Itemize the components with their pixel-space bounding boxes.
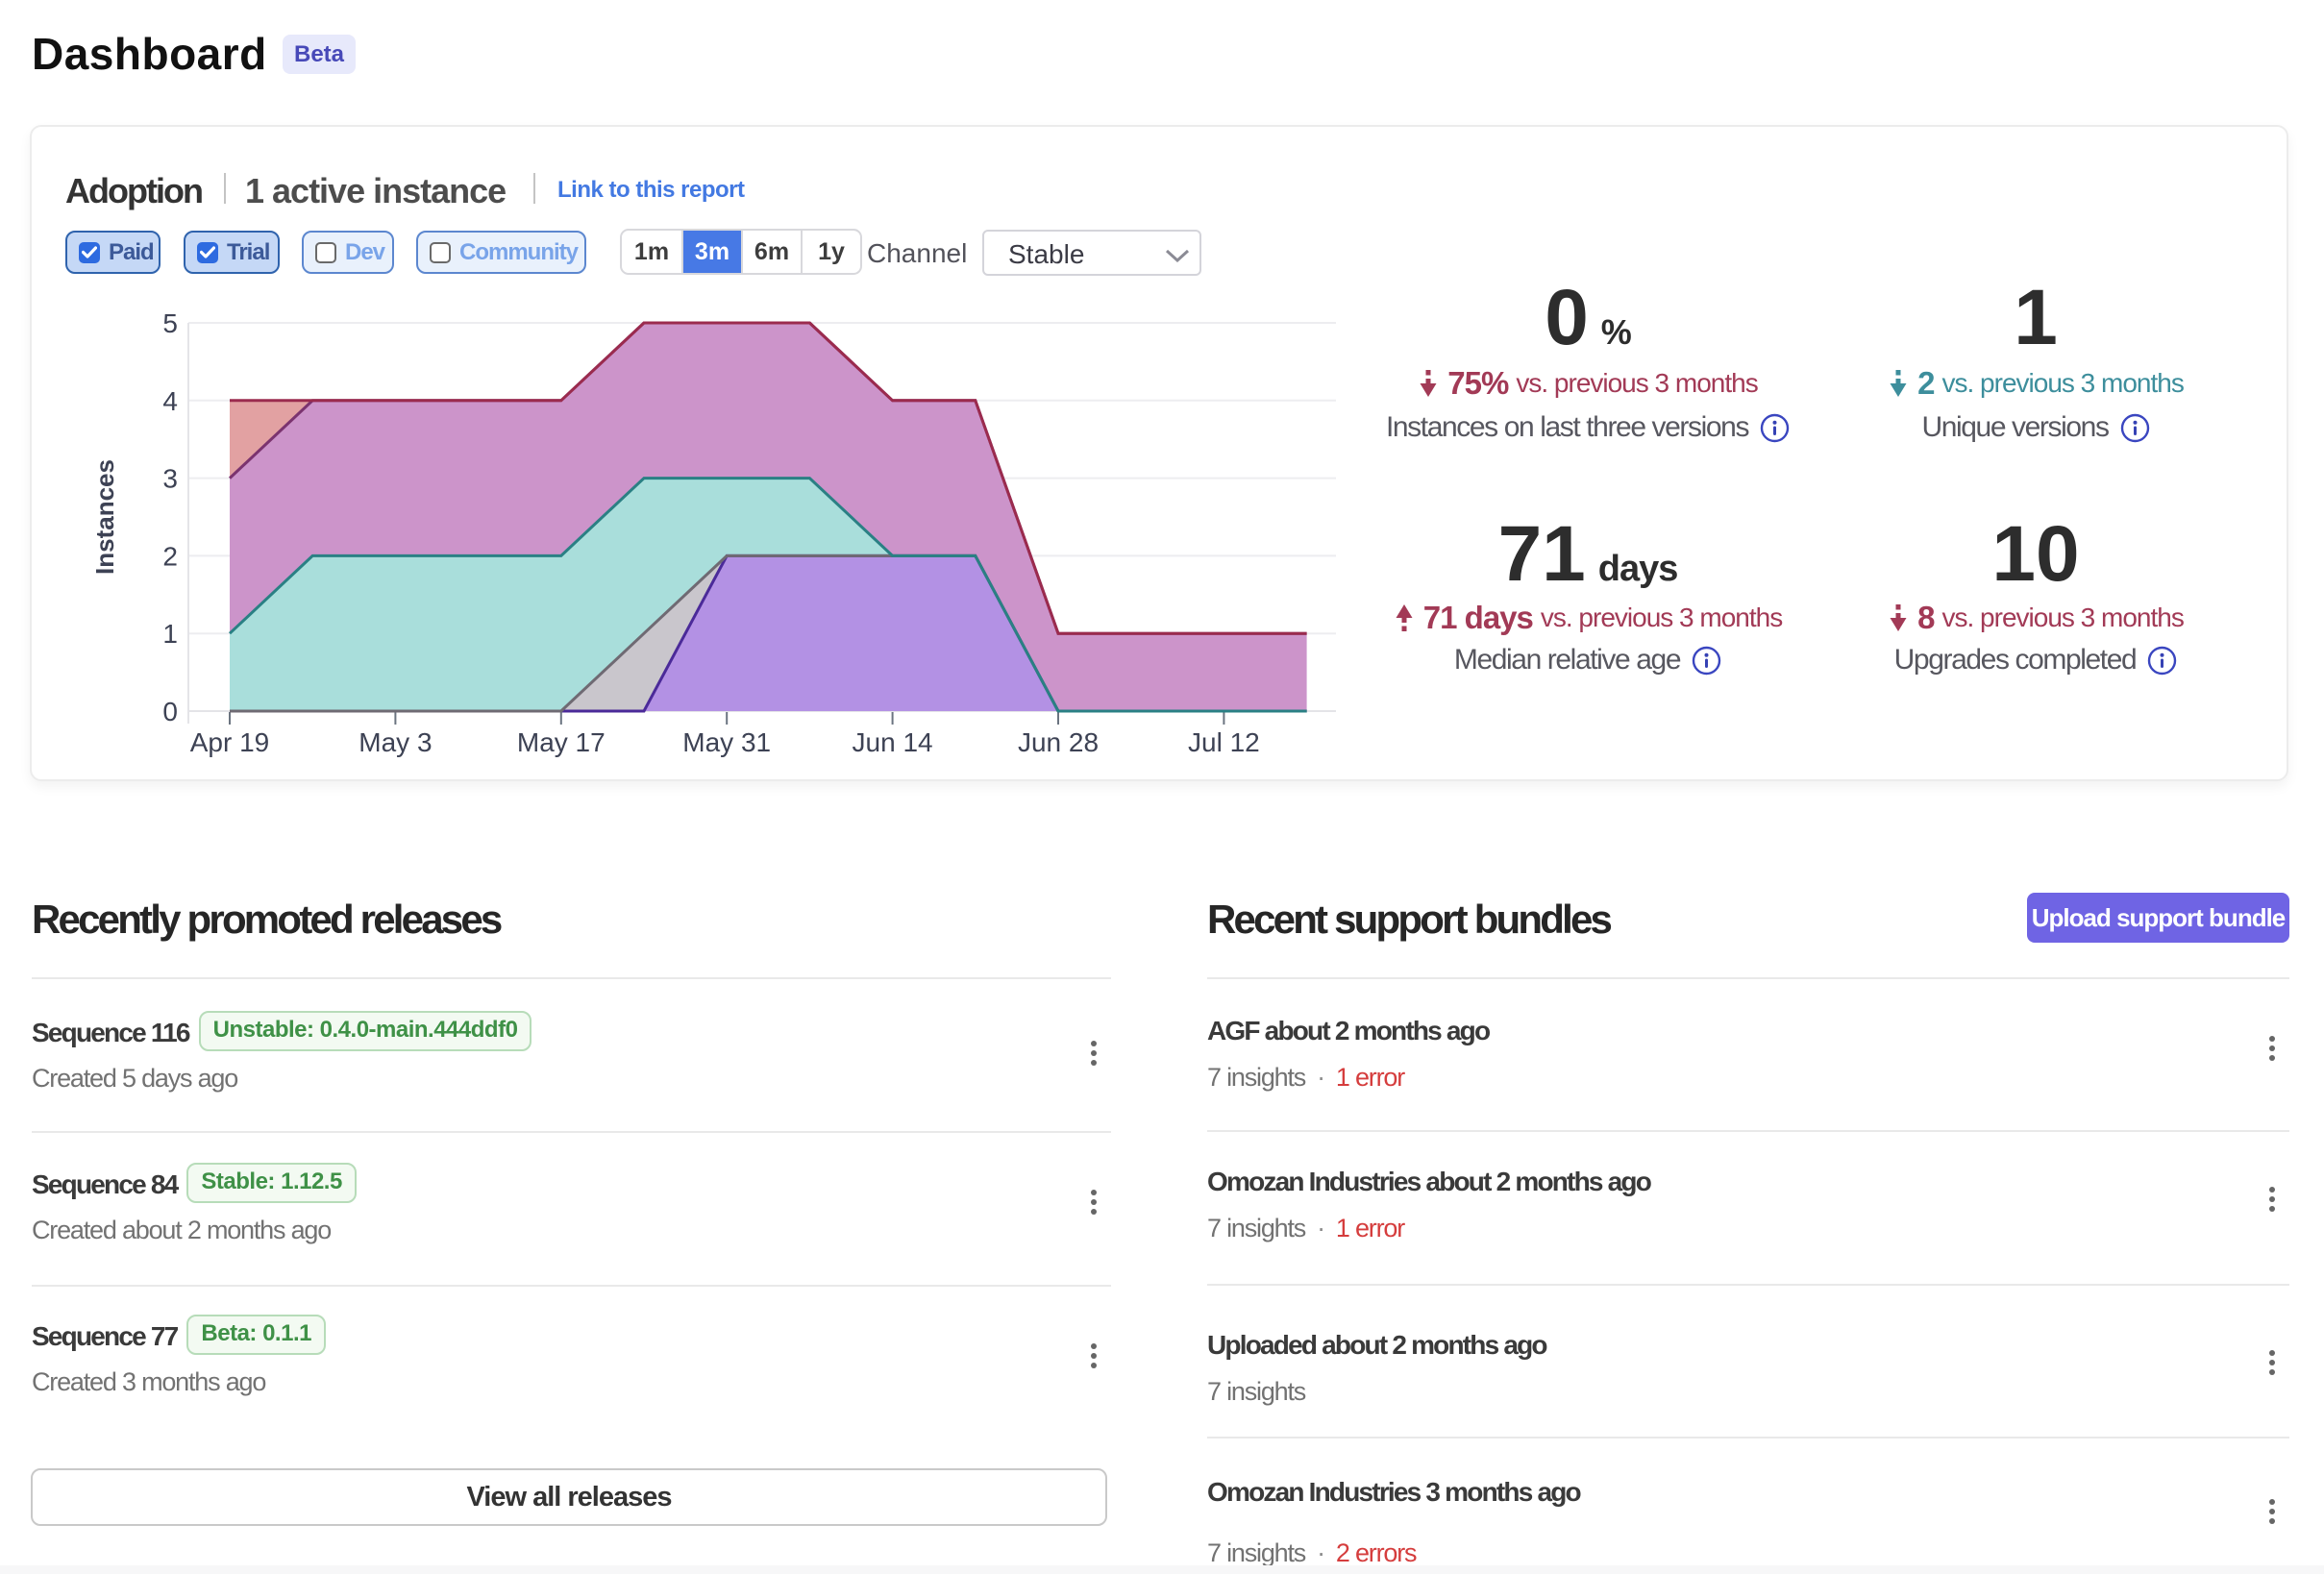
svg-text:Instances: Instances <box>90 459 119 575</box>
svg-text:Jun 14: Jun 14 <box>853 727 933 757</box>
svg-text:May 17: May 17 <box>517 727 606 757</box>
svg-text:Apr 19: Apr 19 <box>190 727 270 757</box>
svg-text:5: 5 <box>162 308 178 338</box>
svg-text:0: 0 <box>162 697 178 726</box>
svg-text:May 3: May 3 <box>358 727 432 757</box>
svg-text:2: 2 <box>162 541 178 571</box>
svg-text:1: 1 <box>162 619 178 649</box>
svg-text:4: 4 <box>162 386 178 416</box>
svg-text:Jul 12: Jul 12 <box>1188 727 1260 757</box>
svg-text:May 31: May 31 <box>682 727 771 757</box>
svg-text:3: 3 <box>162 464 178 494</box>
svg-text:Jun 28: Jun 28 <box>1018 727 1099 757</box>
